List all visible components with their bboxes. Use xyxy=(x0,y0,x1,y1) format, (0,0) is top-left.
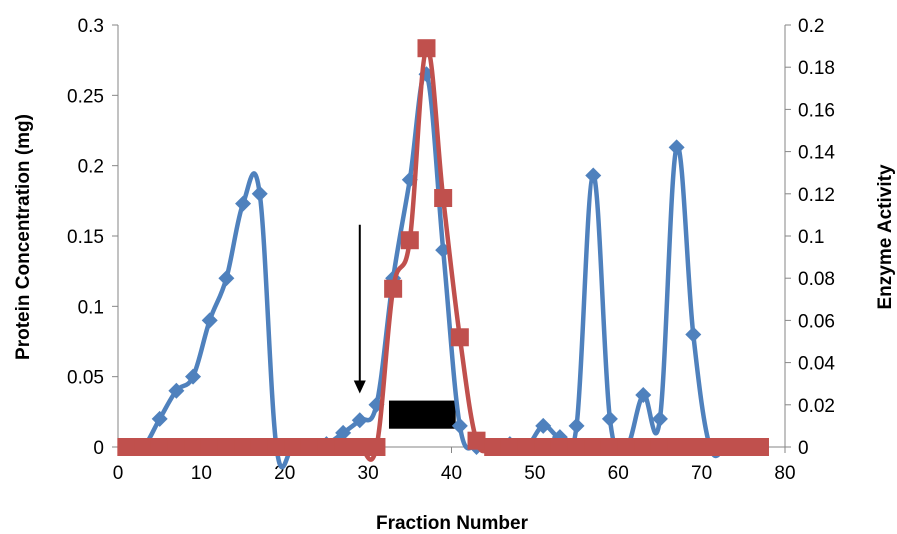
y2-tick-label: 0.1 xyxy=(798,227,824,248)
data-point-diamond xyxy=(651,410,668,427)
data-point-diamond xyxy=(451,417,468,434)
y-tick-label: 0.1 xyxy=(78,297,104,318)
arrow-head xyxy=(353,380,366,394)
x-tick-label: 20 xyxy=(274,463,295,484)
data-point-square xyxy=(584,438,603,456)
x-tick-label: 80 xyxy=(774,463,795,484)
x-axis-title: Fraction Number xyxy=(376,513,529,534)
data-point-square xyxy=(267,438,286,456)
data-point-diamond xyxy=(568,417,585,434)
y2-tick-label: 0.12 xyxy=(798,185,835,206)
data-point-square xyxy=(167,438,186,456)
data-point-diamond xyxy=(201,312,218,329)
data-point-diamond xyxy=(535,417,552,434)
data-point-square xyxy=(134,438,153,456)
y2-tick-label: 0.04 xyxy=(798,354,835,375)
data-point-diamond xyxy=(585,167,602,184)
data-point-square xyxy=(617,438,636,456)
y-tick-label: 0.05 xyxy=(67,368,104,389)
data-point-square xyxy=(367,438,386,456)
x-tick-label: 30 xyxy=(358,463,379,484)
data-point-square xyxy=(234,438,253,456)
data-point-square xyxy=(667,438,686,456)
data-point-diamond xyxy=(601,410,618,427)
pooled-fractions-bar xyxy=(388,400,456,429)
y-tick-label: 0.15 xyxy=(67,227,104,248)
x-tick-label: 0 xyxy=(113,463,124,484)
data-point-square xyxy=(434,189,453,208)
data-point-square xyxy=(484,438,503,456)
y2-tick-label: 0 xyxy=(798,438,809,459)
y2-tick-label: 0.14 xyxy=(798,143,835,164)
data-point-square xyxy=(600,438,619,456)
data-point-square xyxy=(717,438,736,456)
data-point-square xyxy=(684,438,703,456)
data-point-square xyxy=(317,438,336,456)
data-point-square xyxy=(417,39,436,58)
y2-tick-label: 0.16 xyxy=(798,100,835,121)
y-tick-label: 0.3 xyxy=(78,16,104,37)
data-point-diamond xyxy=(235,195,252,212)
x-tick-label: 10 xyxy=(191,463,212,484)
data-point-square xyxy=(184,438,203,456)
x-tick-label: 50 xyxy=(524,463,545,484)
x-tick-label: 60 xyxy=(608,463,629,484)
data-point-square xyxy=(567,438,586,456)
data-point-square xyxy=(450,328,469,347)
data-point-square xyxy=(467,431,486,450)
data-point-diamond xyxy=(251,185,268,202)
data-point-diamond xyxy=(168,382,185,399)
data-point-square xyxy=(300,438,319,456)
series-enzyme-activity xyxy=(117,39,769,462)
data-point-diamond xyxy=(185,368,202,385)
data-point-diamond xyxy=(668,139,685,156)
data-point-diamond xyxy=(335,424,352,441)
y2-tick-label: 0.18 xyxy=(798,58,835,79)
y2-tick-label: 0.06 xyxy=(798,311,835,332)
data-point-diamond xyxy=(685,326,702,343)
data-point-square xyxy=(534,438,553,456)
y-tick-label: 0 xyxy=(93,438,104,459)
data-point-square xyxy=(150,438,169,456)
data-point-square xyxy=(334,438,353,456)
data-point-square xyxy=(200,438,219,456)
y-tick-label: 0.25 xyxy=(67,86,104,107)
y2-tick-label: 0.08 xyxy=(798,269,835,290)
axes: 0 10 20 30 40 50 60 70 8000.050.10.150.20.250.30… xyxy=(67,16,835,484)
data-point-square xyxy=(750,438,769,456)
series-layer xyxy=(117,39,769,470)
data-point-square xyxy=(550,438,569,456)
x-tick-label: 70 xyxy=(691,463,712,484)
y2-tick-label: 0.2 xyxy=(798,16,824,37)
data-point-square xyxy=(650,438,669,456)
data-point-square xyxy=(250,438,269,456)
data-point-square xyxy=(384,279,403,298)
data-point-square xyxy=(217,438,236,456)
data-point-square xyxy=(734,438,753,456)
data-point-square xyxy=(500,438,519,456)
series-line xyxy=(124,70,763,470)
data-point-square xyxy=(350,438,369,456)
data-point-square xyxy=(284,438,303,456)
data-point-diamond xyxy=(151,410,168,427)
data-point-diamond xyxy=(351,412,368,429)
data-point-diamond xyxy=(218,270,235,287)
data-point-diamond xyxy=(635,386,652,403)
y2-axis-title: Enzyme Activity xyxy=(875,164,896,309)
data-point-square xyxy=(700,438,719,456)
data-point-square xyxy=(400,231,419,250)
x-tick-label: 40 xyxy=(441,463,462,484)
y-tick-label: 0.2 xyxy=(78,157,104,178)
data-point-square xyxy=(634,438,653,456)
y-axis-title: Protein Concentration (mg) xyxy=(13,114,34,360)
data-point-square xyxy=(117,438,136,456)
y2-tick-label: 0.02 xyxy=(798,396,835,417)
data-point-square xyxy=(517,438,536,456)
annotations xyxy=(353,224,456,429)
